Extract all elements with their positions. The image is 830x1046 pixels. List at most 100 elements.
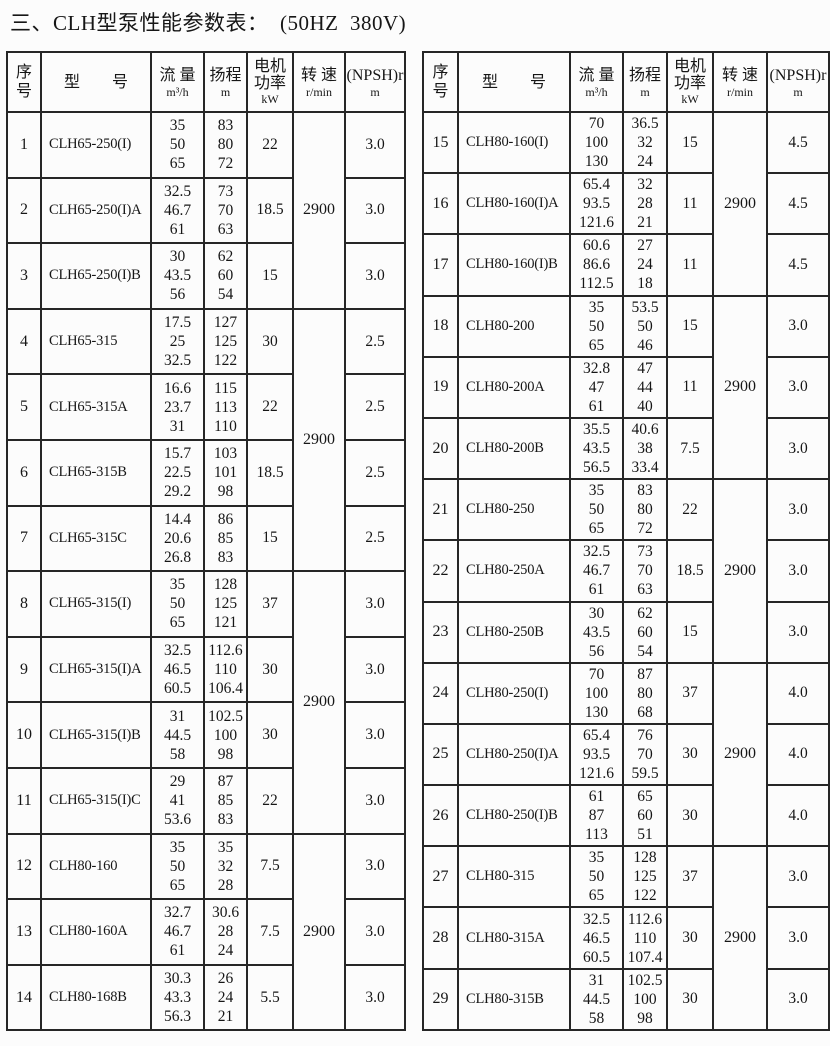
- seq-cell: 3: [6, 242, 42, 310]
- flow-cell: 61 87 113: [569, 784, 624, 848]
- seq-cell: 7: [6, 504, 42, 573]
- power-cell: 22: [246, 111, 294, 179]
- head-cell: 73 70 63: [203, 176, 248, 245]
- npsh-cell: 3.0: [766, 416, 830, 481]
- table-row: 20 CLH80-200B 35.5 43.5 56.5 40.6 38 33.4 7.…: [422, 416, 830, 481]
- model-cell: CLH65-250(I)A: [40, 176, 152, 245]
- speed-cell: 2900: [292, 832, 346, 1032]
- flow-cell: 30 43.5 56: [569, 600, 624, 664]
- seq-cell: 6: [6, 438, 42, 507]
- model-cell: CLH65-315(I)B: [40, 701, 152, 769]
- header-power: 电机 功率 kW: [246, 51, 294, 113]
- seq-cell: 11: [6, 766, 42, 835]
- table-row: 1 CLH65-250(I) 35 50 65 83 80 72 22 2900 3.0: [6, 111, 406, 310]
- header-row: 序 号 型 号 流 量 m³/h 扬程 m 电机 功率 kW 转 速 r/min (NP…: [422, 51, 830, 113]
- flow-cell: 29 41 53.6: [150, 766, 205, 835]
- seq-cell: 28: [422, 906, 459, 970]
- head-cell: 86 85 83: [203, 504, 248, 573]
- power-cell: 18.5: [246, 438, 294, 507]
- table-row: 21 CLH80-250 35 50 65 83 80 72 22 2900 3.0: [422, 478, 830, 664]
- head-cell: 47 44 40: [622, 355, 668, 419]
- model-cell: CLH80-250B: [457, 600, 571, 664]
- power-cell: 7.5: [246, 832, 294, 901]
- seq-cell: 5: [6, 373, 42, 441]
- npsh-cell: 2.5: [344, 504, 406, 573]
- seq-cell: 14: [6, 963, 42, 1032]
- table-row: 29 CLH80-315B 31 44.5 58 102.5 100 98 30 3.0: [422, 967, 830, 1031]
- head-cell: 103 101 98: [203, 438, 248, 507]
- flow-cell: 70 100 130: [569, 110, 624, 175]
- npsh-cell: 4.0: [766, 722, 830, 787]
- seq-cell: 2: [6, 176, 42, 245]
- npsh-cell: 2.5: [344, 438, 406, 507]
- flow-cell: 35 50 65: [150, 570, 205, 638]
- table-row: 11 CLH65-315(I)C 29 41 53.6 87 85 83 22 3.0: [6, 766, 406, 835]
- head-cell: 112.6 110 106.4: [203, 635, 248, 704]
- npsh-cell: 3.0: [766, 906, 830, 970]
- seq-cell: 1: [6, 111, 42, 179]
- header-power: 电机 功率 kW: [666, 51, 714, 113]
- head-cell: 36.5 32 24: [622, 110, 668, 175]
- model-cell: CLH80-250A: [457, 539, 571, 603]
- power-cell: 18.5: [666, 539, 714, 603]
- flow-cell: 35 50 65: [569, 294, 624, 358]
- power-cell: 30: [666, 906, 714, 970]
- header-head: 扬程 m: [622, 51, 668, 113]
- table-row: 3 CLH65-250(I)B 30 43.5 56 62 60 54 15 3.0: [6, 242, 406, 310]
- table-row: 25 CLH80-250(I)A 65.4 93.5 121.6 76 70 59.5…: [422, 722, 830, 787]
- npsh-cell: 3.0: [766, 539, 830, 603]
- model-cell: CLH80-200A: [457, 355, 571, 419]
- head-cell: 115 113 110: [203, 373, 248, 441]
- head-cell: 35 32 28: [203, 832, 248, 901]
- model-cell: CLH65-315B: [40, 438, 152, 507]
- model-cell: CLH80-250: [457, 478, 571, 542]
- npsh-cell: 4.5: [766, 110, 830, 175]
- npsh-cell: 3.0: [766, 845, 830, 909]
- power-cell: 15: [246, 242, 294, 310]
- npsh-cell: 3.0: [344, 963, 406, 1032]
- header-npsh: (NPSH)r m: [344, 51, 406, 113]
- model-cell: CLH80-160(I)A: [457, 172, 571, 236]
- head-cell: 53.5 50 46: [622, 294, 668, 358]
- header-head: 扬程 m: [203, 51, 248, 113]
- head-cell: 112.6 110 107.4: [622, 906, 668, 970]
- flow-cell: 32.5 46.5 60.5: [569, 906, 624, 970]
- flow-cell: 65.4 93.5 121.6: [569, 722, 624, 787]
- power-cell: 18.5: [246, 176, 294, 245]
- speed-cell: 2900: [712, 661, 768, 848]
- table-row: 7 CLH65-315C 14.4 20.6 26.8 86 85 83 15 2.5: [6, 504, 406, 573]
- head-cell: 27 24 18: [622, 233, 668, 297]
- model-cell: CLH65-250(I): [40, 111, 152, 179]
- npsh-cell: 3.0: [344, 701, 406, 769]
- table-row: 9 CLH65-315(I)A 32.5 46.5 60.5 112.6 110 10…: [6, 635, 406, 704]
- flow-cell: 35 50 65: [150, 111, 205, 179]
- flow-cell: 70 100 130: [569, 661, 624, 725]
- header-npsh: (NPSH)r m: [766, 51, 830, 113]
- flow-cell: 30.3 43.3 56.3: [150, 963, 205, 1032]
- head-cell: 40.6 38 33.4: [622, 416, 668, 481]
- model-cell: CLH80-315B: [457, 967, 571, 1031]
- head-cell: 26 24 21: [203, 963, 248, 1032]
- head-cell: 62 60 54: [203, 242, 248, 310]
- header-flow: 流 量 m³/h: [150, 51, 205, 113]
- speed-cell: 2900: [712, 294, 768, 481]
- model-cell: CLH80-160A: [40, 898, 152, 966]
- flow-cell: 35 50 65: [569, 845, 624, 909]
- power-cell: 5.5: [246, 963, 294, 1032]
- power-cell: 11: [666, 172, 714, 236]
- flow-cell: 16.6 23.7 31: [150, 373, 205, 441]
- seq-cell: 20: [422, 416, 459, 481]
- speed-cell: 2900: [292, 307, 346, 573]
- seq-cell: 17: [422, 233, 459, 297]
- flow-cell: 31 44.5 58: [150, 701, 205, 769]
- model-cell: CLH80-315: [457, 845, 571, 909]
- power-cell: 30: [246, 701, 294, 769]
- npsh-cell: 3.0: [344, 766, 406, 835]
- power-cell: 37: [666, 661, 714, 725]
- seq-cell: 8: [6, 570, 42, 638]
- seq-cell: 25: [422, 722, 459, 787]
- pump-parameter-table-right: 序 号 型 号 流 量 m³/h 扬程 m 电机 功率 kW 转 速 r/min (NP…: [422, 51, 830, 1031]
- head-cell: 128 125 121: [203, 570, 248, 638]
- flow-cell: 32.7 46.7 61: [150, 898, 205, 966]
- model-cell: CLH80-250(I)B: [457, 784, 571, 848]
